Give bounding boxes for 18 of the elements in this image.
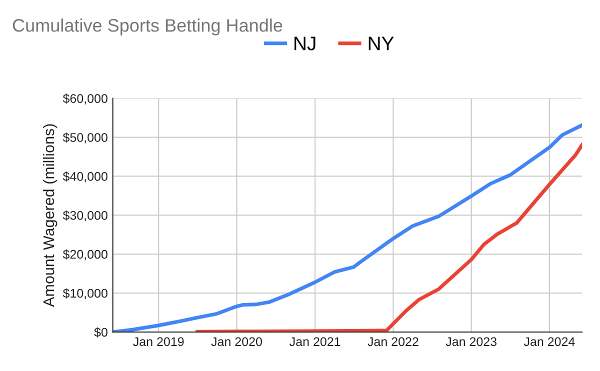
y-tick-label: $50,000: [62, 132, 108, 144]
x-tick-label: Jan 2021: [290, 337, 340, 346]
y-tick-label: $30,000: [62, 210, 108, 222]
chart-title: Cumulative Sports Betting Handle: [12, 18, 282, 36]
y-axis-title: Amount Wagered (millions): [42, 124, 58, 307]
x-tick-label: Jan 2019: [133, 337, 184, 346]
x-tick-label: Jan 2022: [368, 337, 418, 346]
y-tick-label: $10,000: [62, 288, 108, 300]
x-tick-label: Jan 2024: [524, 337, 575, 346]
y-tick-label: $40,000: [62, 172, 108, 182]
y-tick-label: $0: [94, 327, 108, 338]
y-tick-label: $20,000: [62, 249, 108, 260]
line-series: [196, 143, 582, 332]
x-tick-label: Jan 2023: [446, 337, 497, 346]
legend-label: NY: [368, 36, 394, 50]
x-tick-label: Jan 2020: [211, 337, 262, 346]
legend-label: NJ: [294, 36, 316, 50]
y-tick-label: $60,000: [62, 94, 108, 104]
